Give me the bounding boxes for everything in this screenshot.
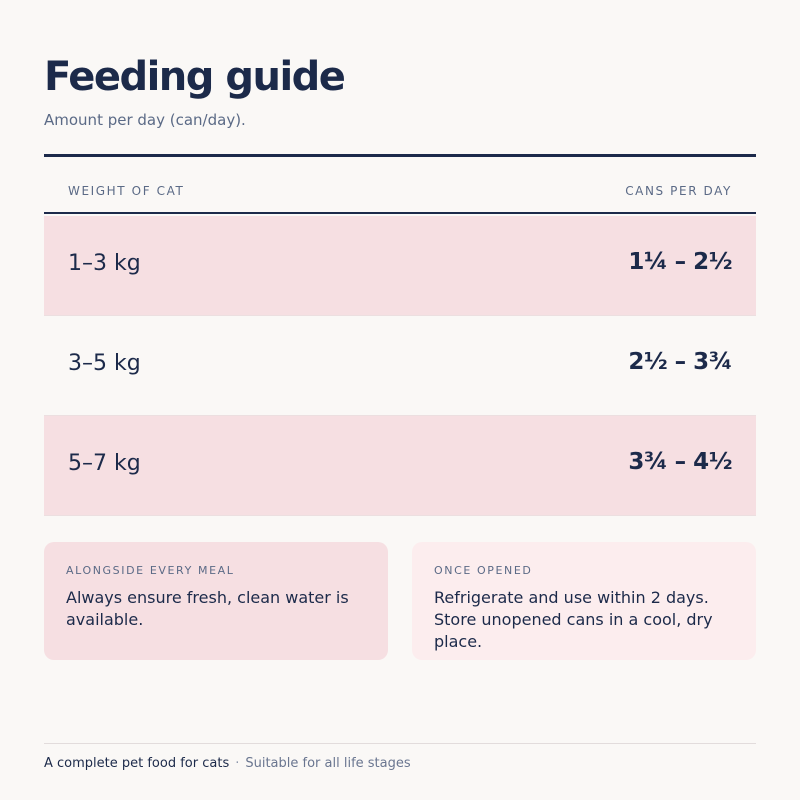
row-cans: 1¼ – 2½ — [628, 249, 732, 275]
footer-divider — [44, 743, 756, 744]
water-info-card: ALONGSIDE EVERY MEAL Always ensure fresh… — [44, 542, 388, 660]
page-subtitle: Amount per day (can/day). — [44, 111, 246, 129]
table-row: 3–5 kg 2½ – 3¾ — [44, 316, 756, 416]
footer: A complete pet food for cats · Suitable fo… — [44, 756, 411, 771]
table-row: 1–3 kg 1¼ – 2½ — [44, 216, 756, 316]
footer-secondary: Suitable for all life stages — [245, 756, 411, 771]
row-weight: 5–7 kg — [68, 451, 141, 476]
card-label: ONCE OPENED — [434, 564, 533, 577]
card-text: Always ensure fresh, clean water is avai… — [66, 588, 349, 629]
table-top-rule — [44, 154, 756, 157]
footer-primary: A complete pet food for cats — [44, 756, 230, 771]
row-cans: 2½ – 3¾ — [628, 349, 732, 375]
row-cans: 3¾ – 4½ — [628, 449, 732, 475]
footer-separator: · — [235, 756, 240, 771]
column-header-cans: CANS PER DAY — [625, 184, 732, 198]
row-weight: 3–5 kg — [68, 351, 141, 376]
row-weight: 1–3 kg — [68, 251, 141, 276]
table-header: WEIGHT OF CAT CANS PER DAY — [44, 157, 756, 214]
column-header-weight: WEIGHT OF CAT — [68, 184, 185, 198]
card-label: ALONGSIDE EVERY MEAL — [66, 564, 235, 577]
table-row: 5–7 kg 3¾ – 4½ — [44, 416, 756, 516]
page-title: Feeding guide — [44, 54, 346, 100]
card-text: Refrigerate and use within 2 days. Store… — [434, 588, 713, 651]
feeding-guide-page: Feeding guide Amount per day (can/day). … — [44, 0, 756, 800]
storage-info-card: ONCE OPENED Refrigerate and use within 2… — [412, 542, 756, 660]
